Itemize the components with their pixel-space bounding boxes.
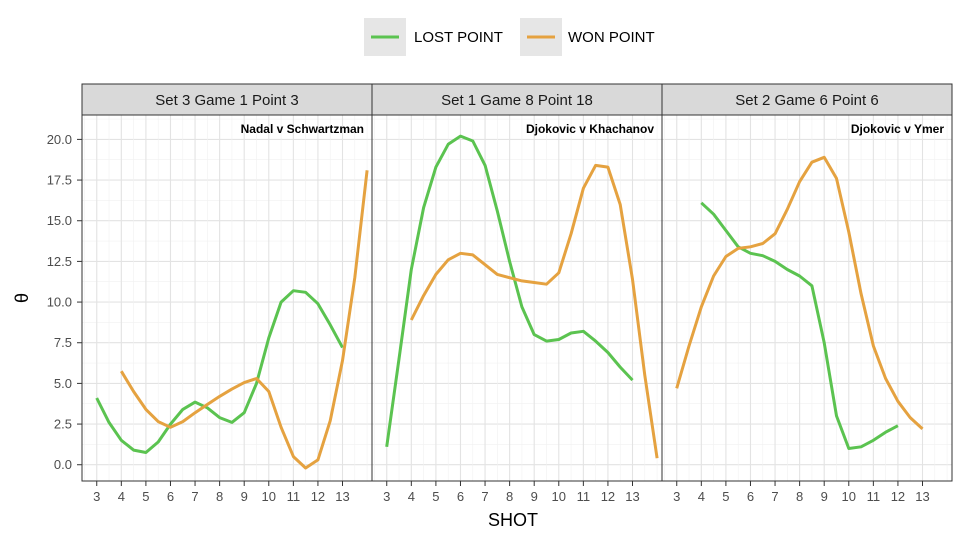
y-tick-label: 7.5 xyxy=(54,335,72,350)
facet-panel-2: Set 1 Game 8 Point 18 Djokovic v Khachano… xyxy=(371,83,663,504)
x-tick-label: 11 xyxy=(867,489,881,504)
x-tick-label: 3 xyxy=(383,489,390,504)
y-axis-title: θ xyxy=(12,293,32,303)
x-tick-label: 13 xyxy=(625,489,639,504)
x-tick-label: 4 xyxy=(408,489,415,504)
legend: LOST POINT WON POINT xyxy=(364,18,655,56)
x-tick-label: 6 xyxy=(167,489,174,504)
x-tick-label: 9 xyxy=(241,489,248,504)
series-line-won xyxy=(675,155,924,431)
match-annotation: Djokovic v Ymer xyxy=(851,122,944,136)
x-tick-label: 4 xyxy=(118,489,125,504)
facet-panel-1: Set 3 Game 1 Point 3 Nadal v Schwartzman 3… xyxy=(81,83,373,504)
x-tick-label: 8 xyxy=(796,489,803,504)
x-tick-label: 10 xyxy=(552,489,566,504)
series-line-lost xyxy=(95,289,344,454)
y-axis-tick-labels: 0.0 2.5 5.0 7.5 10.0 12.5 15.0 17.5 20.0 xyxy=(47,132,82,472)
series-line-lost xyxy=(700,201,899,450)
series-line-won xyxy=(120,170,369,470)
x-tick-label: 5 xyxy=(432,489,439,504)
y-tick-label: 17.5 xyxy=(47,173,72,188)
facet-strip-label: Set 1 Game 8 Point 18 xyxy=(441,92,593,109)
x-tick-label: 12 xyxy=(311,489,325,504)
legend-label-won: WON POINT xyxy=(568,29,655,46)
facet-strip xyxy=(661,83,953,116)
x-tick-label: 11 xyxy=(577,489,591,504)
x-tick-label: 7 xyxy=(191,489,198,504)
y-tick-label: 20.0 xyxy=(47,132,72,147)
x-tick-label: 3 xyxy=(93,489,100,504)
x-tick-label: 13 xyxy=(335,489,349,504)
x-tick-label: 12 xyxy=(601,489,615,504)
x-tick-label: 9 xyxy=(821,489,828,504)
x-tick-label: 8 xyxy=(216,489,223,504)
x-tick-label: 11 xyxy=(287,489,301,504)
facet-strip-label: Set 2 Game 6 Point 6 xyxy=(735,92,878,109)
facet-strip-label: Set 3 Game 1 Point 3 xyxy=(155,92,298,109)
y-tick-label: 12.5 xyxy=(47,254,72,269)
series-line-lost xyxy=(385,134,634,448)
x-tick-label: 9 xyxy=(531,489,538,504)
x-tick-label: 10 xyxy=(842,489,856,504)
x-tick-label: 5 xyxy=(142,489,149,504)
x-tick-label: 4 xyxy=(698,489,705,504)
x-tick-label: 7 xyxy=(771,489,778,504)
y-tick-label: 5.0 xyxy=(54,376,72,391)
x-tick-label: 10 xyxy=(262,489,276,504)
facet-panels: Set 3 Game 1 Point 3 Nadal v Schwartzman 3… xyxy=(81,83,953,504)
x-tick-label: 12 xyxy=(891,489,905,504)
x-tick-label: 5 xyxy=(722,489,729,504)
match-annotation: Nadal v Schwartzman xyxy=(241,122,364,136)
x-tick-label: 6 xyxy=(457,489,464,504)
facet-panel-3: Set 2 Game 6 Point 6 Djokovic v Ymer 3 4 5 6 7… xyxy=(661,83,953,504)
x-tick-label: 6 xyxy=(747,489,754,504)
y-tick-label: 15.0 xyxy=(47,213,72,228)
y-tick-label: 10.0 xyxy=(47,295,72,310)
x-tick-label: 3 xyxy=(673,489,680,504)
legend-label-lost: LOST POINT xyxy=(414,29,503,46)
match-annotation: Djokovic v Khachanov xyxy=(526,122,654,136)
facet-strip xyxy=(371,83,663,116)
x-tick-label: 7 xyxy=(481,489,488,504)
y-tick-label: 0.0 xyxy=(54,457,72,472)
x-axis-title: SHOT xyxy=(488,510,538,530)
x-tick-label: 13 xyxy=(915,489,929,504)
panel-background xyxy=(662,115,952,481)
series-line-won xyxy=(409,163,659,459)
panel-background xyxy=(372,115,662,481)
y-tick-label: 2.5 xyxy=(54,417,72,432)
x-tick-label: 8 xyxy=(506,489,513,504)
